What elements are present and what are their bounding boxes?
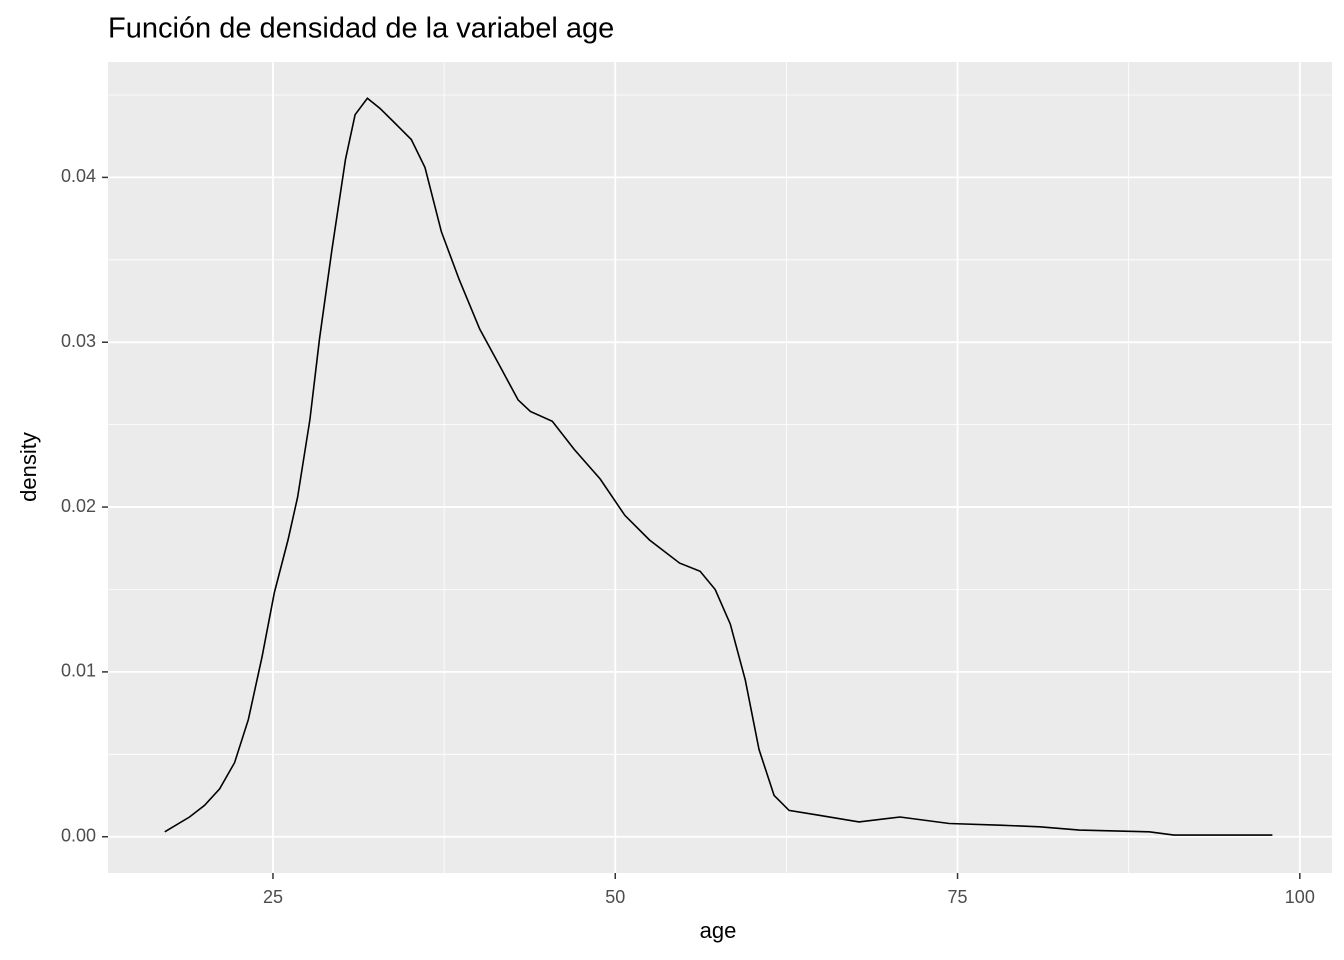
y-axis-title: density: [16, 432, 41, 502]
y-tick-label: 0.03: [61, 331, 96, 351]
density-line: [164, 97, 1273, 836]
x-tick-label: 100: [1285, 887, 1315, 907]
x-axis-title: age: [700, 918, 737, 943]
chart-title: Función de densidad de la variabel age: [108, 13, 614, 45]
y-tick-label: 0.02: [61, 496, 96, 516]
y-tick-label: 0.00: [61, 825, 96, 845]
y-tick-label: 0.04: [61, 166, 96, 186]
x-tick-label: 25: [263, 887, 283, 907]
x-tick-label: 75: [948, 887, 968, 907]
panel: [108, 62, 1332, 873]
x-tick-label: 50: [605, 887, 625, 907]
y-tick-label: 0.01: [61, 661, 96, 681]
